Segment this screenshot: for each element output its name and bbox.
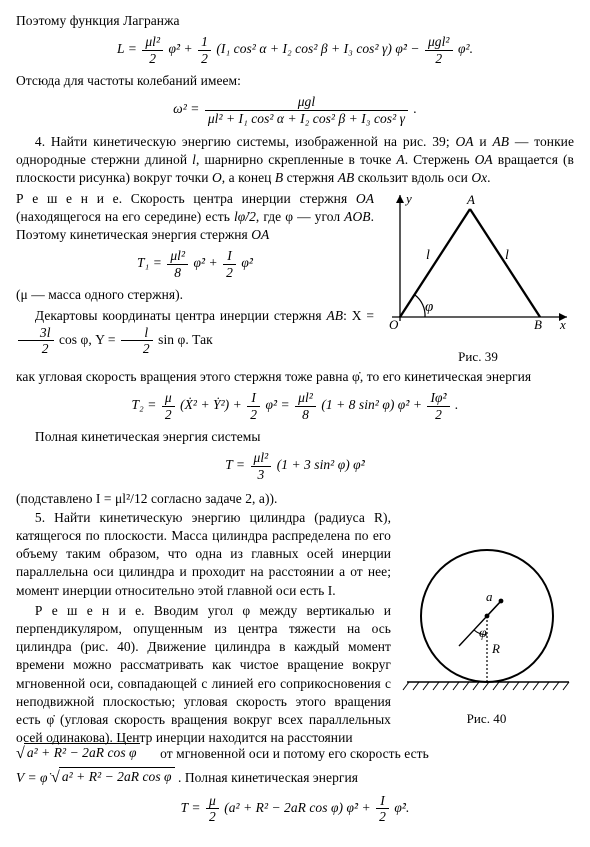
svg-text:y: y [404, 191, 412, 206]
svg-text:x: x [559, 317, 566, 332]
para-lagrange: Поэтому функция Лагранжа [16, 12, 574, 30]
para-mu: (μ — масса одного стержня). [16, 286, 374, 304]
eq-omega: ω² = μglμl² + I₁ cos² α + I₂ cos² β + I₃… [16, 94, 574, 126]
svg-text:l: l [426, 248, 430, 263]
para-task5: 5. Найти кинетическую энергию цилиндра (… [16, 509, 391, 600]
svg-text:A: A [466, 192, 475, 207]
para-freq: Отсюда для частоты колебаний имеем: [16, 72, 574, 90]
svg-text:l: l [505, 248, 509, 263]
figure-39: O A B x y l l φ Рис. 39 [382, 189, 574, 366]
para-velocity: V = φ̇ √a² + R² − 2aR cos φ . Полная кин… [16, 767, 574, 789]
para-sol4: Р е ш е н и е. Скорость центра инерции с… [16, 153, 374, 244]
para-omega-rod: как угловая скорость вращения этого стер… [16, 368, 574, 386]
eq-t-total: T = μl²3 (1 + 3 sin² φ) φ̇² [16, 450, 574, 482]
fig39-caption: Рис. 39 [382, 348, 574, 366]
svg-text:B: B [534, 317, 542, 332]
eq-lagrange: L = μl²2 φ̇² + 12 (I₁ cos² α + I₂ cos² β… [16, 34, 574, 66]
svg-text:φ: φ [479, 626, 487, 641]
para-sol5: Р е ш е н и е. Вводим угол φ между верти… [16, 602, 391, 748]
eq-t1: T₁ = μl²8 φ̇² + I2 φ̇² [16, 248, 374, 280]
para-total-ke: Полная кинетическая энергия системы [16, 428, 574, 446]
para-sqrt: √a² + R² − 2aR cos φ от мгновенной оси и… [16, 743, 574, 765]
para-xy: Декартовы координаты центра инерции стер… [16, 307, 374, 357]
para-substituted: (подставлено I = μl²/12 согласно задаче … [16, 490, 574, 508]
svg-text:R: R [491, 641, 500, 656]
fig40-caption: Рис. 40 [399, 710, 574, 728]
svg-text:φ: φ [425, 299, 433, 315]
svg-text:O: O [389, 317, 399, 332]
eq-t2: T₂ = μ2 (Ẋ² + Ẏ²) + I2 φ̇² = μl²8 (1 + 8… [16, 390, 574, 422]
eq-t-cylinder: T = μ2 (a² + R² − 2aR cos φ) φ̇² + I2 φ̇… [16, 793, 574, 825]
svg-text:a: a [486, 589, 493, 604]
figure-40: a φ R Рис. 40 [399, 541, 574, 728]
